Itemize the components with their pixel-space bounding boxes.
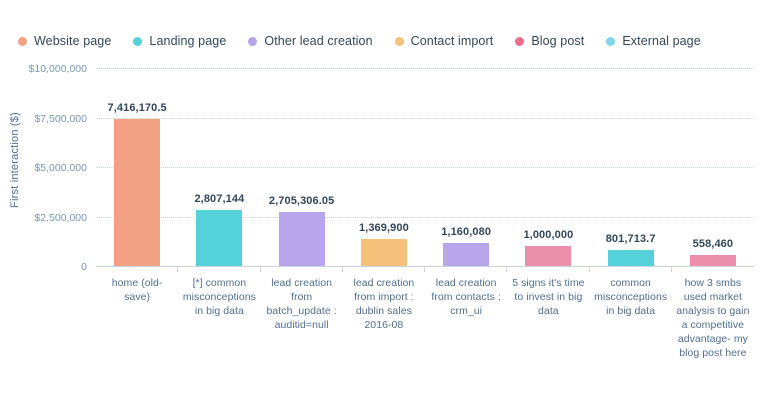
y-axis-tick-label: $5,000,000 bbox=[34, 162, 87, 174]
chart-legend: Website page Landing page Other lead creat… bbox=[18, 31, 758, 51]
bar-value-label: 1,160,080 bbox=[441, 226, 492, 239]
x-axis-segment bbox=[507, 266, 590, 273]
legend-item[interactable]: External page bbox=[606, 34, 701, 48]
y-axis-title-text: First interaction ($) bbox=[9, 112, 22, 208]
gridline: $7,500,000 bbox=[34, 113, 754, 125]
gridline: $10,000,000 bbox=[29, 63, 754, 75]
legend-dot-icon bbox=[18, 36, 27, 46]
bar-value-label: 801,713.7 bbox=[605, 233, 656, 246]
bar[interactable]: 558,460 bbox=[689, 238, 736, 266]
x-axis-segment bbox=[178, 266, 261, 273]
x-axis-category-label: common misconceptions in big data bbox=[594, 277, 668, 317]
y-axis-tick-label: 0 bbox=[81, 261, 87, 273]
legend-dot-icon bbox=[606, 36, 616, 46]
legend-item[interactable]: Landing page bbox=[133, 34, 226, 48]
bar[interactable]: 7,416,170.5 bbox=[108, 102, 167, 266]
bars-container: 7,416,170.5 2,807,144 2,705,306.05 1,369,90… bbox=[96, 68, 754, 266]
bar-slot: 1,160,080 bbox=[425, 68, 507, 266]
x-axis-segment bbox=[260, 266, 344, 273]
bar-value-label: 1,000,000 bbox=[523, 229, 574, 242]
legend-dot-icon bbox=[133, 36, 143, 46]
x-axis-segment bbox=[425, 266, 508, 273]
bar-value-label: 558,460 bbox=[692, 237, 734, 250]
x-axis-category-label: 5 signs it's time to invest in big data bbox=[512, 277, 585, 317]
x-axis-line bbox=[96, 266, 754, 273]
x-axis-labels: home (old-save) [*] common misconceptions… bbox=[96, 276, 754, 360]
bar-slot: 558,460 bbox=[672, 68, 754, 266]
x-axis-category-label: home (old-save) bbox=[111, 277, 163, 303]
y-axis-tick-label: $7,500,000 bbox=[34, 112, 87, 125]
legend-dot-icon bbox=[515, 36, 525, 46]
bar-slot: 1,369,900 bbox=[343, 68, 425, 266]
bar-slot: 1,000,000 bbox=[507, 68, 589, 266]
y-axis-tick-label: $2,500,000 bbox=[34, 211, 87, 224]
x-axis-category-label: how 3 smbs used market analysis to gain … bbox=[676, 277, 750, 359]
bar[interactable]: 1,160,080 bbox=[441, 226, 491, 266]
x-axis-segment bbox=[96, 266, 179, 273]
gridline: $2,500,000 bbox=[34, 212, 754, 224]
x-axis-category-label: lead creation from batch_update : auditi… bbox=[266, 277, 337, 331]
gridline: $5,000,000 bbox=[34, 162, 754, 174]
bar-slot: 2,807,144 bbox=[178, 68, 260, 266]
bar-value-label: 2,807,144 bbox=[194, 193, 245, 206]
y-axis-title: First interaction ($) bbox=[6, 60, 24, 260]
bar[interactable]: 1,369,900 bbox=[359, 222, 409, 266]
y-axis-tick-label: $10,000,000 bbox=[28, 63, 87, 75]
legend-item[interactable]: Contact import bbox=[394, 34, 494, 48]
bar[interactable]: 2,807,144 bbox=[194, 193, 244, 266]
legend-item-label: Landing page bbox=[149, 34, 227, 48]
bar[interactable]: 801,713.7 bbox=[606, 233, 655, 266]
x-axis-category-label: [*] common misconceptions in big data bbox=[182, 277, 256, 317]
legend-item[interactable]: Blog post bbox=[515, 34, 584, 48]
legend-item-label: Website page bbox=[34, 34, 112, 48]
legend-item[interactable]: Other lead creation bbox=[248, 34, 373, 48]
bar-slot: 7,416,170.5 bbox=[96, 68, 178, 266]
x-axis-segment bbox=[671, 266, 754, 273]
x-axis-segment bbox=[342, 266, 426, 273]
legend-item-label: Contact import bbox=[410, 34, 494, 48]
legend-dot-icon bbox=[248, 36, 258, 46]
bar-value-label: 2,705,306.05 bbox=[268, 195, 335, 208]
x-axis-segment bbox=[589, 266, 673, 273]
bar-value-label: 1,369,900 bbox=[358, 221, 409, 234]
bar[interactable]: 1,000,000 bbox=[523, 229, 573, 266]
x-axis-category-label: lead creation from contacts : crm_ui bbox=[431, 277, 501, 317]
chart-plot-area: First interaction ($) $10,000,000 $7,500,… bbox=[0, 60, 768, 405]
bar-slot: 2,705,306.05 bbox=[261, 68, 343, 266]
legend-item[interactable]: Website page bbox=[18, 34, 111, 48]
bar-value-label: 7,416,170.5 bbox=[107, 102, 167, 115]
legend-item-label: External page bbox=[622, 34, 701, 48]
legend-item-label: Blog post bbox=[531, 34, 585, 48]
x-axis-category-label: lead creation from import : dublin sales… bbox=[353, 277, 415, 331]
bar-slot: 801,713.7 bbox=[590, 68, 672, 266]
legend-item-label: Other lead creation bbox=[264, 34, 373, 48]
legend-dot-icon bbox=[394, 36, 404, 46]
bar[interactable]: 2,705,306.05 bbox=[269, 195, 334, 266]
